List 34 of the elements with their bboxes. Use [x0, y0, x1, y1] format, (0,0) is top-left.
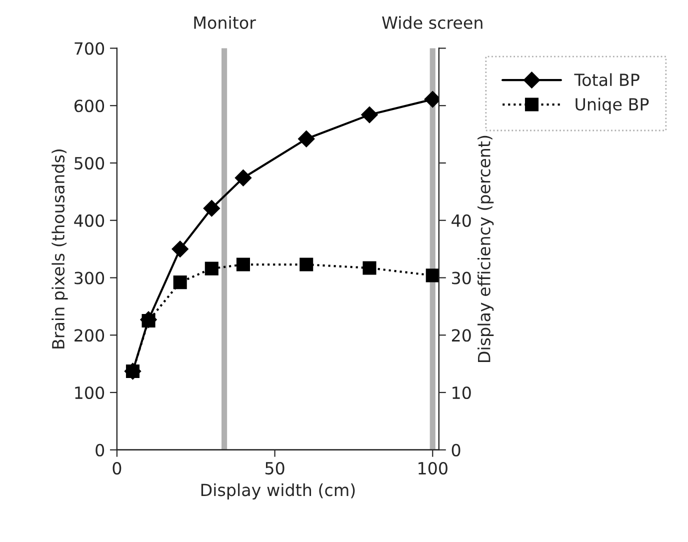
y2-axis-title: Display efficiency (percent) [478, 136, 494, 362]
point [203, 200, 220, 217]
y-tick-label: 500 [74, 156, 104, 170]
ref-line-label: Wide screen [382, 16, 482, 29]
y-tick-label: 300 [74, 272, 104, 284]
x-tick-label: 100 [418, 462, 448, 475]
y-tick-label: 100 [75, 386, 104, 400]
point [361, 106, 378, 124]
y-tick-label: 0 [96, 444, 104, 456]
point [236, 258, 250, 272]
y-tick-label: 700 [74, 42, 104, 55]
point [362, 261, 376, 275]
legend-label: Total BP [574, 73, 640, 86]
point [234, 170, 252, 186]
legend-label: Uniqe BP [576, 98, 649, 114]
y-tick-label: 200 [74, 329, 104, 342]
y-tick-label: 400 [74, 214, 104, 227]
point [204, 262, 218, 276]
point [172, 240, 188, 258]
ref-line-label: Monitor [194, 16, 256, 29]
x-tick-label: 0 [112, 462, 122, 475]
point [298, 130, 315, 148]
y2-tick-label: 40 [452, 214, 471, 227]
y2-tick-label: 30 [452, 272, 471, 284]
x-axis-title: Display width (cm) [201, 483, 355, 500]
y2-tick-label: 20 [452, 329, 471, 342]
y2-tick-label: 0 [452, 444, 460, 456]
y-axis-title: Brain pixels (thousands) [52, 149, 68, 348]
x-tick-label: 50 [265, 462, 284, 475]
point [173, 276, 187, 290]
y2-tick-label: 10 [452, 386, 471, 400]
point [426, 268, 439, 282]
point [300, 258, 314, 272]
y-tick-label: 600 [74, 100, 104, 112]
